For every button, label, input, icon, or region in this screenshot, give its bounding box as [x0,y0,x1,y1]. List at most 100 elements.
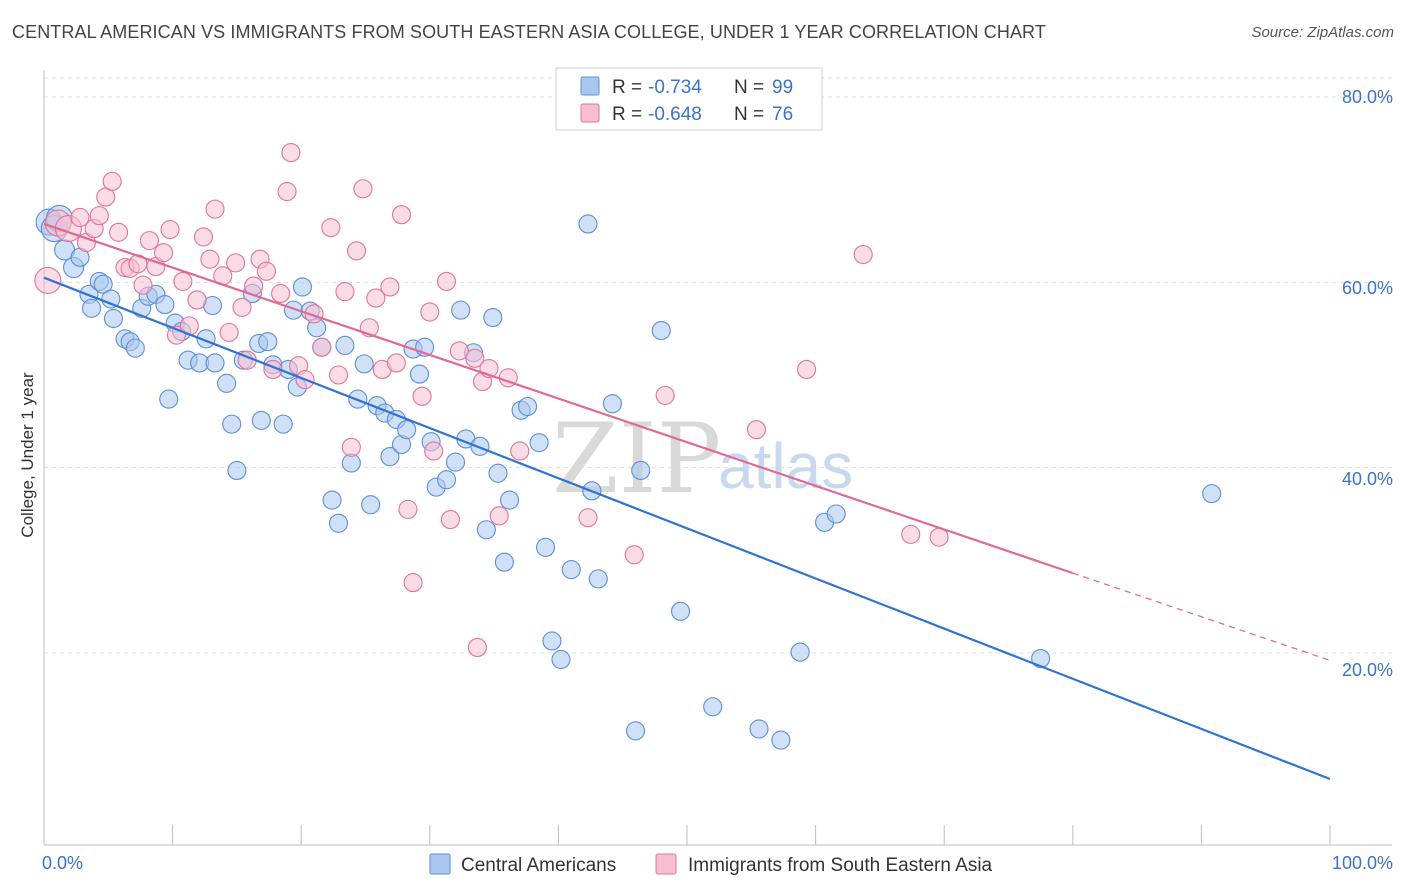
point-central-americans-29 [227,460,247,480]
point-central-americans-58 [409,364,430,384]
point-central-americans-45 [328,513,349,533]
points-layer [34,143,1222,750]
point-central-americans-80 [578,214,598,234]
trend-layer [43,222,1331,781]
point-se-asia-54 [403,573,423,593]
point-se-asia-58 [436,271,457,291]
point-se-asia-75 [467,637,487,657]
point-se-asia-56 [420,302,440,322]
x-tick-label-100: 100.0% [1332,853,1393,873]
point-se-asia-21 [187,290,207,310]
point-central-americans-90 [771,730,791,750]
point-central-americans-28 [222,414,242,434]
point-central-americans-67 [470,436,490,456]
legend-box [555,67,823,131]
point-central-americans-72 [499,490,520,510]
point-central-americans-53 [380,446,400,467]
point-se-asia-66 [510,441,530,461]
legend-n-label-blue: N = [734,77,764,98]
point-central-americans-46 [335,335,355,355]
point-central-americans-70 [488,463,508,483]
legend-r-value-blue: -0.734 [648,77,702,98]
point-se-asia-41 [321,218,341,238]
chart-title: CENTRAL AMERICAN VS IMMIGRANTS FROM SOUT… [12,22,1046,42]
x-tick-label-0: 0.0% [42,853,83,873]
legend-n-value-pink: 76 [772,104,793,125]
legend-r-value-pink: -0.648 [648,104,702,125]
point-se-asia-28 [232,297,252,317]
point-central-americans-49 [354,354,374,374]
point-central-americans-91 [790,642,810,662]
point-central-americans-86 [651,320,671,341]
point-se-asia-48 [366,288,386,308]
legend-n-label-pink: N = [734,104,764,125]
y-tick-label-80: 80.0% [1342,87,1393,107]
point-se-asia-55 [412,386,432,406]
point-central-americans-27 [217,373,237,393]
legend-n-value-blue: 99 [772,77,793,98]
point-central-americans-11 [103,308,123,329]
series-legend: Central Americans Immigrants from South … [429,853,993,876]
y-axis-title: College, Under 1 year [18,372,37,538]
point-se-asia-72 [853,244,873,265]
trendline-dashed-se-asia [1072,572,1331,662]
point-central-americans-10 [101,289,121,309]
point-central-americans-82 [588,569,608,589]
point-se-asia-53 [398,499,418,519]
point-se-asia-32 [256,261,277,281]
point-central-americans-69 [483,307,503,328]
point-se-asia-68 [624,545,644,565]
trendline-se-asia [43,222,1074,575]
point-se-asia-22 [193,227,214,247]
point-se-asia-59 [440,510,460,530]
point-central-americans-44 [322,490,342,510]
point-central-americans-18 [155,295,175,315]
chart-source: Source: ZipAtlas.com [1251,24,1394,41]
point-central-americans-63 [445,452,466,472]
correlation-legend: R = -0.734 N = 99 R = -0.648 N = 76 [555,67,823,131]
point-se-asia-57 [424,441,444,461]
point-se-asia-40 [312,337,332,357]
point-se-asia-64 [489,506,509,526]
point-se-asia-9 [109,222,129,242]
point-central-americans-64 [451,300,471,320]
legend-r-label-blue: R = [612,77,642,98]
point-central-americans-40 [292,277,313,297]
y-tick-labels: 20.0% 40.0% 60.0% 80.0% [1342,87,1393,680]
trendline-central-americans [43,276,1331,781]
point-se-asia-26 [219,322,239,342]
point-se-asia-19 [173,271,193,291]
point-se-asia-70 [746,420,766,440]
point-se-asia-23 [200,249,220,269]
point-se-asia-35 [277,181,297,202]
point-central-americans-88 [703,697,723,717]
point-central-americans-77 [542,631,562,651]
point-central-americans-95 [1031,649,1051,669]
point-central-americans-85 [631,460,651,480]
point-central-americans-7 [82,298,102,318]
point-central-americans-75 [529,433,549,453]
point-central-americans-78 [551,649,571,670]
y-tick-label-40: 40.0% [1342,469,1393,489]
point-se-asia-60 [449,341,469,361]
watermark: ZIP atlas [552,403,853,515]
point-central-americans-76 [535,537,556,557]
point-se-asia-13 [133,275,153,295]
point-se-asia-0 [34,266,62,295]
point-central-americans-36 [273,414,293,434]
point-central-americans-62 [436,470,457,490]
point-se-asia-52 [391,205,412,225]
point-central-americans-71 [494,552,514,572]
point-se-asia-34 [271,283,291,304]
point-central-americans-9 [93,274,113,294]
point-se-asia-43 [335,282,355,302]
point-central-americans-26 [205,353,225,373]
y-tick-label-60: 60.0% [1342,278,1393,298]
point-central-americans-19 [159,389,179,409]
point-se-asia-50 [380,277,400,297]
point-central-americans-89 [749,719,769,739]
point-se-asia-14 [139,231,160,251]
point-se-asia-3 [70,207,90,228]
point-se-asia-16 [154,243,174,263]
